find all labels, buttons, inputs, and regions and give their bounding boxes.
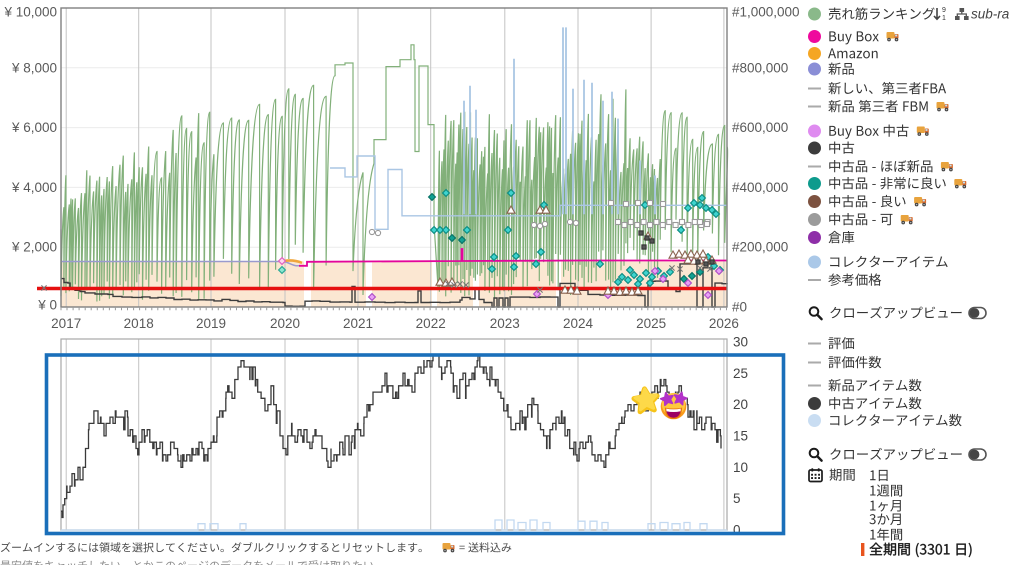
svg-text:0: 0 <box>733 523 741 538</box>
svg-text:2018: 2018 <box>124 316 154 331</box>
svg-text:#800,000: #800,000 <box>732 60 788 75</box>
svg-text:2022: 2022 <box>416 316 446 331</box>
svg-text:1: 1 <box>942 15 946 22</box>
svg-text:2025: 2025 <box>636 316 666 331</box>
svg-text:2024: 2024 <box>563 316 594 331</box>
svg-text:¥ 0: ¥ 0 <box>37 298 57 313</box>
svg-text:10: 10 <box>733 460 748 475</box>
svg-text:#600,000: #600,000 <box>732 120 788 135</box>
svg-text:5: 5 <box>733 491 741 506</box>
svg-text:30: 30 <box>733 334 748 349</box>
svg-text:¥ 8,000: ¥ 8,000 <box>11 60 57 75</box>
svg-text:25: 25 <box>733 366 748 381</box>
svg-text:20: 20 <box>733 397 748 412</box>
svg-text:¥ 10,000: ¥ 10,000 <box>3 5 57 20</box>
svg-text:2026: 2026 <box>709 316 739 331</box>
svg-text:2017: 2017 <box>51 316 81 331</box>
svg-text:#1,000,000: #1,000,000 <box>732 5 800 20</box>
svg-text:9: 9 <box>942 7 946 14</box>
svg-text:#400,000: #400,000 <box>732 180 788 195</box>
svg-text:¥ 6,000: ¥ 6,000 <box>11 120 57 135</box>
svg-text:2023: 2023 <box>490 316 520 331</box>
svg-text:15: 15 <box>733 428 748 443</box>
svg-text:2020: 2020 <box>270 316 300 331</box>
svg-text:sub-ra: sub-ra <box>971 7 1010 22</box>
svg-text:2021: 2021 <box>343 316 373 331</box>
svg-text:#0: #0 <box>732 300 747 315</box>
svg-text:¥ 2,000: ¥ 2,000 <box>11 240 57 255</box>
svg-text:#200,000: #200,000 <box>732 240 788 255</box>
svg-text:2019: 2019 <box>196 316 226 331</box>
svg-text:¥ 4,000: ¥ 4,000 <box>11 180 57 195</box>
